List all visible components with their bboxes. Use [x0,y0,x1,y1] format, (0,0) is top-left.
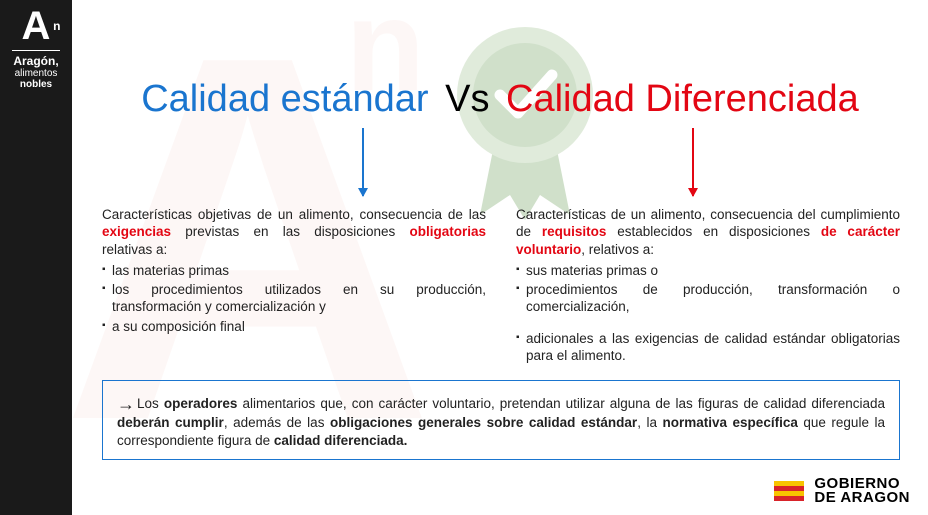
logo-line1: Aragón, [8,55,64,68]
logo-line2: alimentos [8,68,64,79]
col-standard: Características objetivas de un alimento… [102,206,486,366]
note-box: →Los operadores alimentarios que, con ca… [102,380,900,460]
gov-logo: GOBIERNO DE ARAGON [774,477,910,506]
dif-intro-mid: establecidos en disposiciones [606,224,820,239]
logo-letter-text: A [22,4,51,48]
note-arrow-icon: → [117,394,135,414]
note-t3: , la [637,415,662,430]
gov-line2: DE ARAGON [814,491,910,505]
note-pre: Los [137,396,164,411]
title-row: Calidad estándar Vs Calidad Diferenciada [72,78,928,121]
arrow-down-blue-icon [362,128,364,196]
title-vs: Vs [445,78,489,120]
dif-b3: adicionales a las exigencias de calidad … [516,330,900,365]
dif-kw1: requisitos [542,224,607,239]
columns: Características objetivas de un alimento… [102,206,900,366]
dif-intro: Características de un alimento, consecue… [516,206,900,258]
note-kw1: operadores [164,396,238,411]
note-kw2: deberán cumplir [117,415,224,430]
logo-sup: n [53,6,60,46]
brand-logo: A n Aragón, alimentos nobles [8,6,64,98]
dif-extra: adicionales a las exigencias de calidad … [516,330,900,365]
dif-b2: procedimientos de producción, transforma… [516,281,900,316]
note-kw3: obligaciones generales sobre calidad est… [330,415,637,430]
note-t1: alimentarios que, con carácter voluntari… [237,396,885,411]
dif-bullets: sus materias primas o procedimientos de … [516,262,900,316]
arrow-down-red-icon [692,128,694,196]
logo-separator [12,50,60,51]
slide: An A n Aragón, alimentos nobles www.arag… [0,0,928,515]
title-right: Calidad Diferenciada [506,78,859,120]
logo-line3: nobles [8,79,64,90]
std-bullets: las materias primas los procedimientos u… [102,262,486,335]
sidebar: A n Aragón, alimentos nobles www.aragona… [0,0,72,515]
std-intro-post: relativas a: [102,242,167,257]
note-kw5: calidad diferenciada. [274,433,408,448]
dif-b1: sus materias primas o [516,262,900,279]
dif-intro-post: , relativos a: [581,242,654,257]
note-kw4: normativa específica [663,415,798,430]
std-kw1: exigencias [102,224,171,239]
gov-flag-icon [774,481,804,501]
col-differentiated: Características de un alimento, consecue… [516,206,900,366]
std-b2: los procedimientos utilizados en su prod… [102,281,486,316]
std-b3: a su composición final [102,318,486,335]
std-intro-mid: previstas en las disposiciones [171,224,409,239]
note-t2: , además de las [224,415,330,430]
title-left: Calidad estándar [141,78,428,120]
std-kw2: obligatorias [409,224,486,239]
gov-text: GOBIERNO DE ARAGON [814,477,910,506]
std-b1: las materias primas [102,262,486,279]
std-intro-pre: Características objetivas de un alimento… [102,207,486,222]
logo-letter: A n [22,6,51,46]
std-intro: Características objetivas de un alimento… [102,206,486,258]
content-area: Calidad estándar Vs Calidad Diferenciada… [72,0,928,515]
